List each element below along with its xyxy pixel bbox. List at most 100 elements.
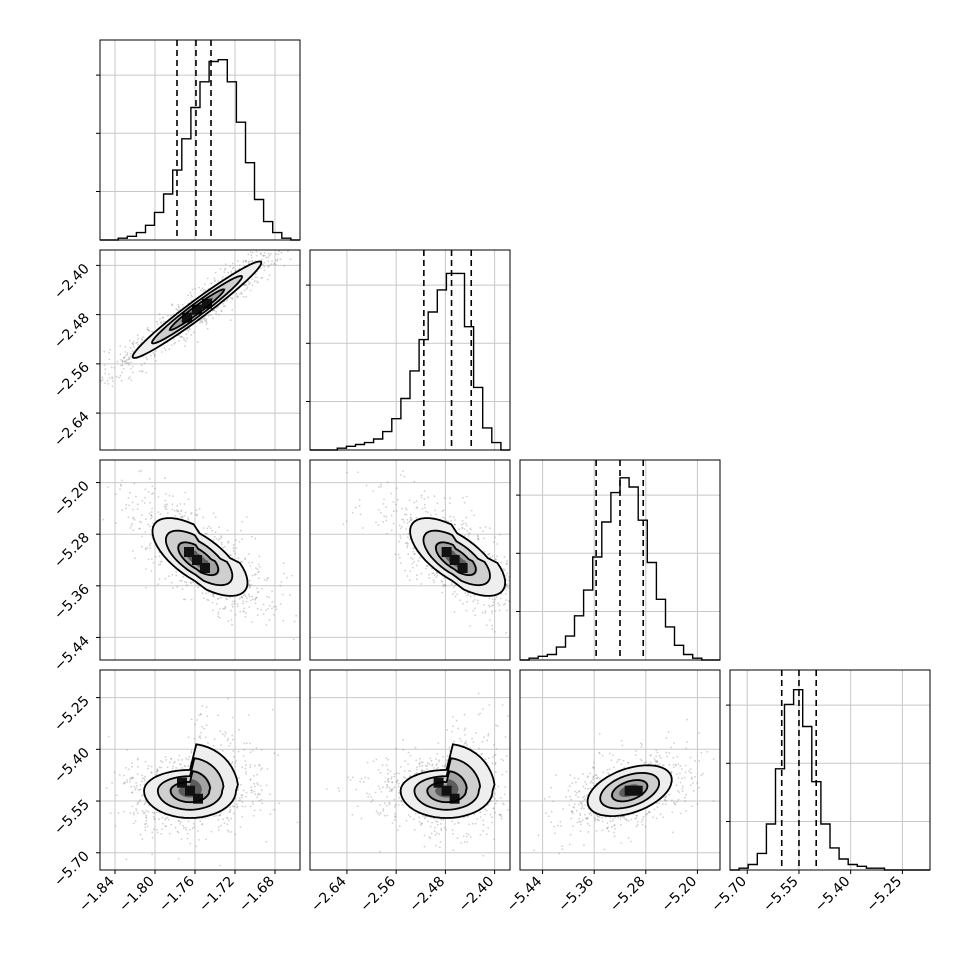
sample-point (443, 497, 446, 500)
sample-point (258, 555, 261, 558)
sample-point (382, 786, 384, 789)
sample-point (214, 516, 217, 518)
sample-point (231, 716, 234, 719)
sample-point (405, 513, 408, 516)
sample-point (139, 799, 142, 801)
sample-point (258, 764, 261, 766)
sample-point (388, 801, 391, 804)
sample-point (437, 766, 439, 769)
sample-point (505, 574, 508, 577)
sample-point (405, 819, 408, 822)
sample-point (685, 747, 687, 750)
sample-point (230, 272, 233, 274)
sample-point (210, 282, 213, 285)
sample-point (108, 373, 110, 376)
sample-point (108, 377, 111, 380)
sample-point (619, 758, 621, 761)
sample-point (271, 260, 273, 263)
sample-point (596, 815, 599, 818)
sample-point (592, 766, 594, 768)
sample-point (460, 842, 463, 844)
sample-point (672, 757, 675, 759)
sample-point (439, 841, 442, 843)
sample-point (355, 788, 358, 791)
sample-point (254, 537, 257, 540)
sample-point (125, 507, 127, 510)
sample-point (656, 761, 658, 764)
sample-point (165, 508, 168, 511)
sample-point (583, 807, 585, 810)
sample-point (254, 599, 256, 601)
sample-point (151, 831, 154, 834)
sample-point (398, 524, 401, 527)
sample-point (681, 777, 683, 780)
sample-point (617, 759, 619, 761)
sample-point (184, 345, 186, 348)
sample-point (421, 822, 423, 825)
sample-point (217, 613, 220, 616)
sample-point (260, 253, 262, 256)
sample-point (144, 547, 147, 550)
sample-point (476, 818, 478, 820)
sample-point (159, 513, 162, 515)
sample-point (249, 251, 252, 254)
sample-point (277, 754, 279, 757)
sample-point (223, 545, 226, 548)
sample-point (607, 826, 609, 829)
sample-point (114, 522, 117, 524)
sample-point (139, 527, 142, 530)
sample-point (240, 560, 243, 563)
sample-point (488, 757, 490, 760)
sample-point (267, 260, 270, 263)
sample-point (221, 276, 224, 279)
sample-point (598, 816, 601, 819)
sample-point (488, 597, 491, 600)
sample-point (494, 536, 496, 539)
sample-point (432, 579, 435, 582)
sample-point (124, 360, 127, 363)
sample-point (217, 714, 220, 717)
sample-point (176, 586, 179, 588)
sample-point (220, 744, 222, 746)
sample-point (143, 362, 146, 364)
sample-point (251, 595, 254, 598)
sample-point (203, 727, 206, 730)
sample-point (129, 368, 132, 370)
sample-point (424, 503, 426, 506)
sample-point (607, 772, 609, 774)
sample-point (418, 765, 421, 768)
sample-point (204, 283, 206, 286)
sample-point (150, 517, 152, 520)
sample-point (246, 516, 248, 518)
sample-point (141, 810, 144, 813)
sample-point (681, 790, 684, 793)
sample-point (123, 782, 126, 785)
sample-point (571, 810, 573, 813)
sample-point (196, 341, 199, 344)
sample-point (144, 760, 147, 763)
sample-point (180, 516, 183, 518)
sample-point (601, 829, 604, 832)
sample-point (248, 583, 251, 586)
sample-point (423, 845, 426, 848)
sample-point (464, 727, 467, 730)
sample-point (173, 343, 176, 345)
sample-point (385, 515, 388, 518)
sample-point (386, 783, 388, 786)
sample-point (391, 781, 393, 784)
sample-point (240, 796, 243, 799)
sample-point (386, 481, 389, 484)
sample-point (158, 818, 160, 821)
sample-point (415, 772, 418, 774)
sample-point (452, 849, 455, 852)
sample-point (137, 766, 140, 768)
sample-point (213, 277, 216, 280)
sample-point (431, 821, 433, 824)
sample-point (442, 516, 444, 518)
sample-point (452, 516, 455, 519)
sample-point (164, 825, 167, 828)
sample-point (118, 376, 120, 379)
sample-point (449, 497, 451, 500)
sample-point (136, 758, 139, 761)
